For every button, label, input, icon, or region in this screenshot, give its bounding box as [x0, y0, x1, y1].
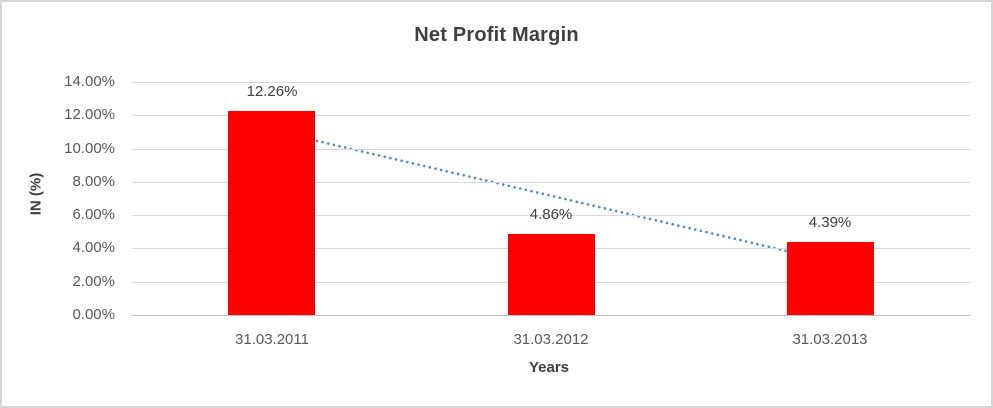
- x-axis-line: [132, 315, 970, 316]
- x-axis-title: Years: [528, 359, 570, 376]
- bar: [787, 242, 874, 315]
- y-tick-label: 8.00%: [72, 173, 115, 190]
- y-tick-label: 12.00%: [64, 106, 115, 123]
- bar-data-label: 12.26%: [246, 83, 298, 100]
- chart-title: Net Profit Margin: [414, 24, 579, 46]
- y-tick-label: 4.00%: [72, 239, 115, 256]
- gridline: [132, 82, 970, 83]
- y-tick-label: 14.00%: [64, 73, 115, 90]
- bar: [228, 111, 315, 315]
- gridline: [132, 215, 970, 216]
- bar-data-label: 4.86%: [529, 206, 573, 223]
- gridline: [132, 115, 970, 116]
- x-category-label: 31.03.2012: [513, 331, 589, 348]
- y-tick-label: 2.00%: [72, 273, 115, 290]
- gridline: [132, 149, 970, 150]
- y-tick-label: 10.00%: [64, 140, 115, 157]
- bar: [508, 234, 595, 315]
- x-category-label: 31.03.2011: [235, 331, 309, 348]
- y-tick-label: 6.00%: [72, 206, 115, 223]
- gridline: [132, 182, 970, 183]
- y-tick-label: 0.00%: [72, 306, 115, 323]
- bar-data-label: 4.39%: [808, 214, 852, 231]
- x-category-label: 31.03.2013: [792, 331, 868, 348]
